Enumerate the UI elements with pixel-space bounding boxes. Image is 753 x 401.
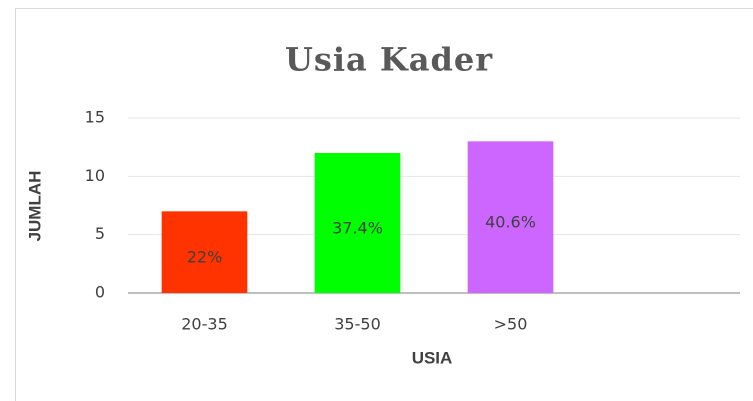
y-axis-label: JUMLAH (25, 171, 44, 242)
data-label: 37.4% (332, 219, 383, 238)
bar (467, 141, 554, 293)
y-tick-label: 10 (85, 166, 105, 185)
x-tick-label: >50 (494, 315, 528, 334)
y-tick-label: 15 (85, 108, 105, 127)
chart-title: Usia Kader (285, 41, 493, 79)
x-tick-label: 20-35 (181, 315, 228, 334)
x-axis-label: USIA (412, 348, 453, 367)
data-label: 22% (187, 248, 223, 267)
y-tick-label: 0 (95, 283, 105, 302)
x-tick-label: 35-50 (334, 315, 381, 334)
bar (161, 211, 248, 293)
bar (314, 153, 401, 293)
y-tick-label: 5 (95, 224, 105, 243)
data-label: 40.6% (485, 213, 536, 232)
